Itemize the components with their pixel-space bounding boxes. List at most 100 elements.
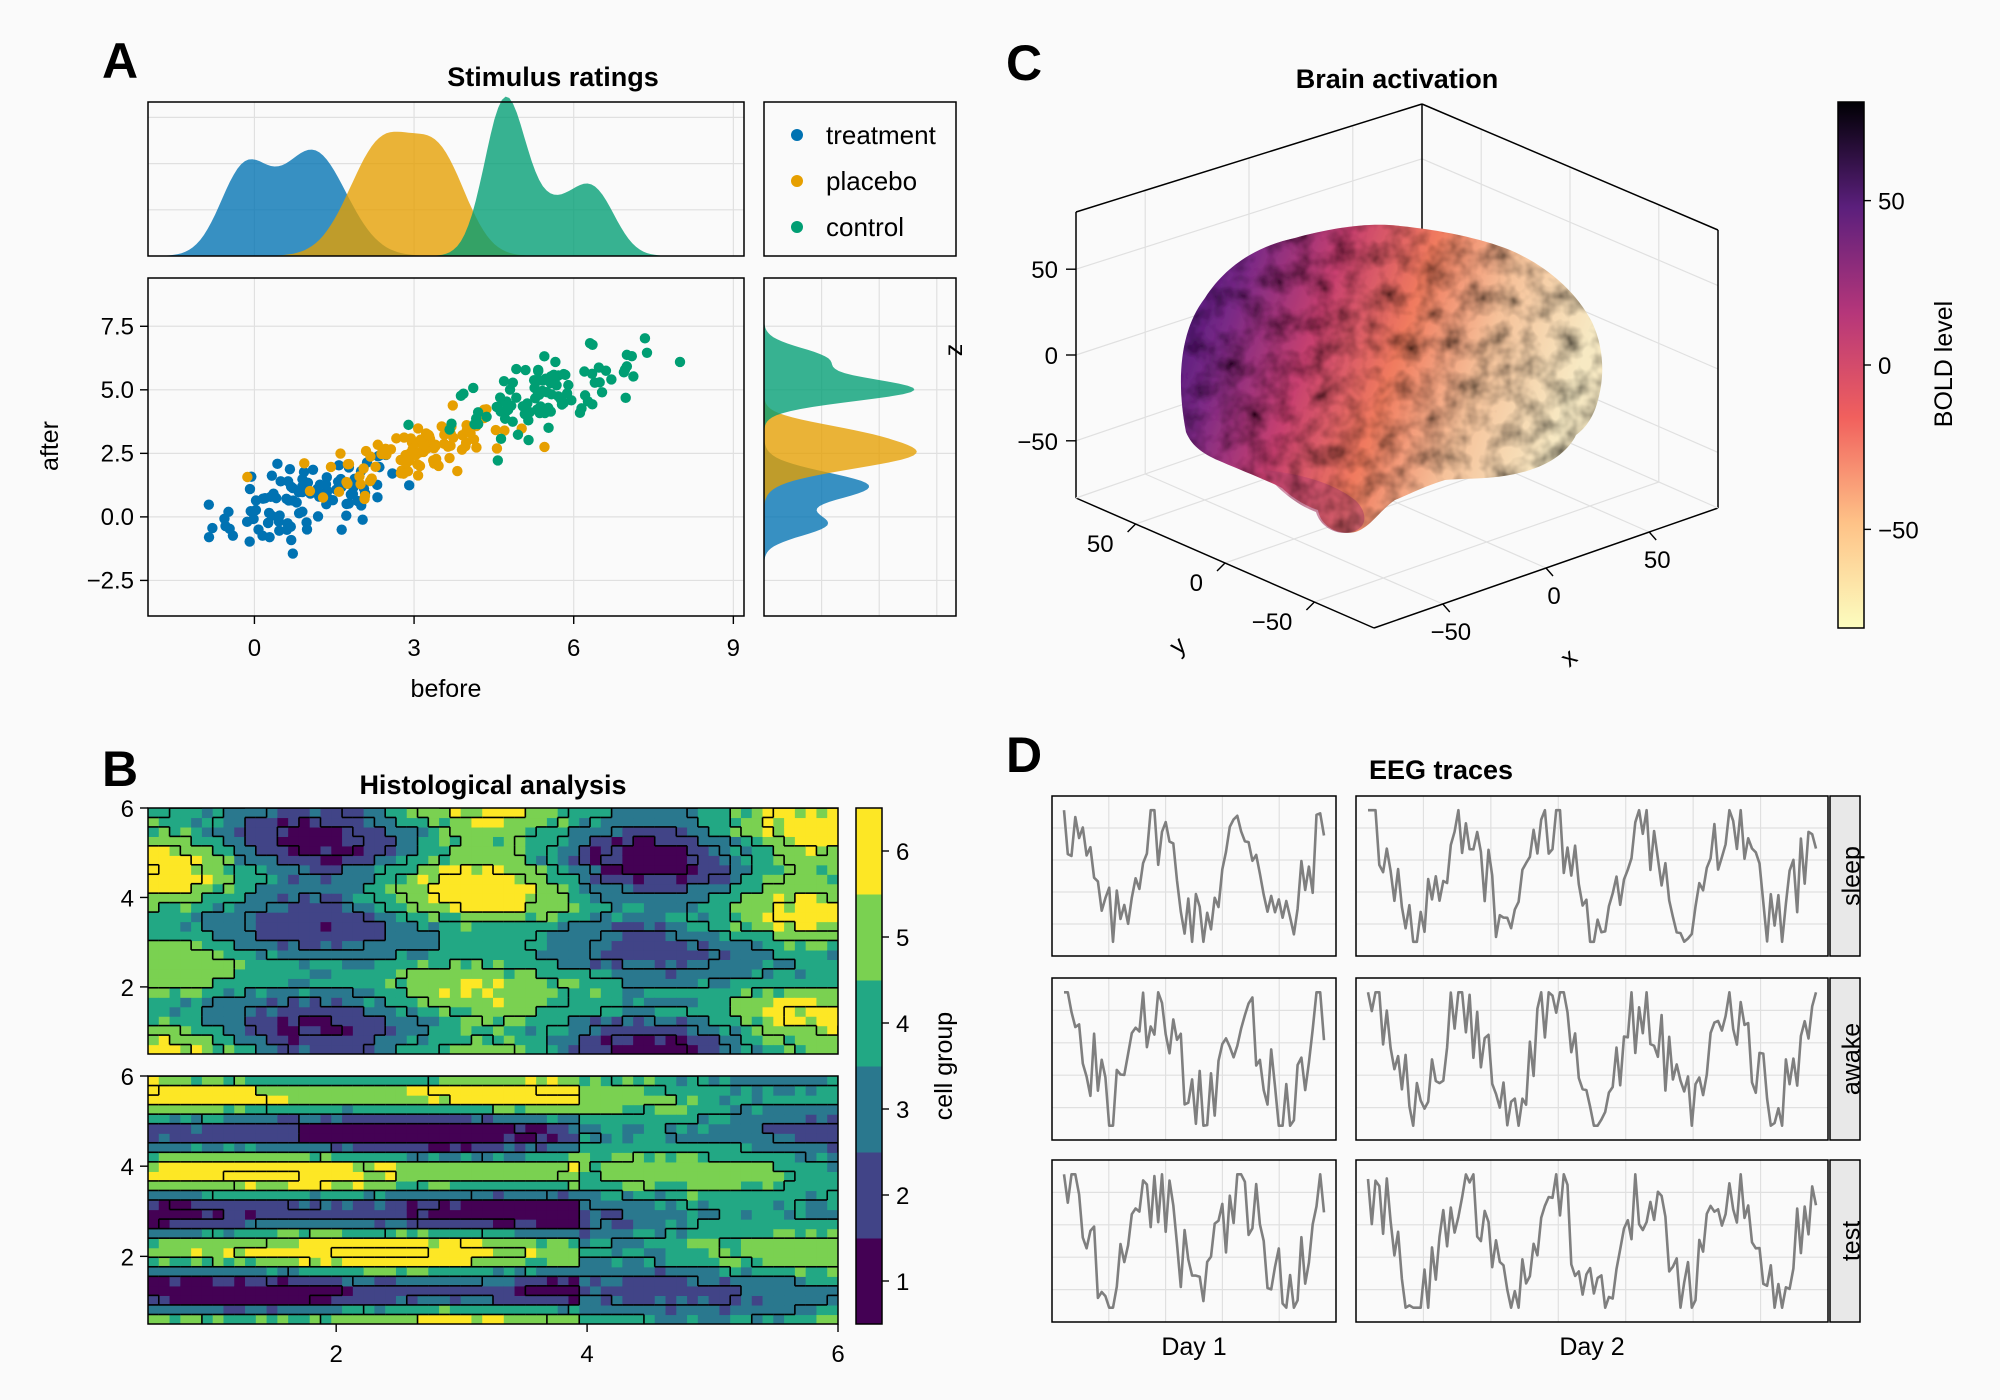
contour-cell — [751, 1295, 764, 1306]
contour-cell — [417, 845, 429, 856]
contour-cell — [665, 1123, 677, 1134]
contour-cell — [363, 836, 376, 847]
contour-cell — [579, 1314, 591, 1324]
contour-cell — [708, 1025, 721, 1036]
contour-cell — [784, 1114, 796, 1125]
contour-cell — [374, 1025, 386, 1036]
contour-cell — [212, 997, 225, 1008]
scatter-point-placebo — [304, 485, 316, 497]
contour-cell — [557, 883, 570, 894]
contour-cell — [417, 1228, 429, 1239]
contour-cell — [342, 1257, 354, 1268]
contour-cell — [449, 893, 462, 904]
density-y-control — [764, 278, 915, 616]
contour-cell — [687, 1123, 699, 1134]
contour-cell — [514, 987, 526, 998]
contour-cell — [762, 826, 774, 837]
contour-cell — [331, 817, 343, 828]
contour-cell — [697, 1133, 710, 1144]
contour-cell — [288, 1152, 300, 1163]
contour-cell — [255, 921, 268, 932]
contour-cell — [223, 921, 235, 932]
contour-cell — [428, 1104, 440, 1115]
contour-cell — [180, 1044, 192, 1054]
contour-cell — [536, 1152, 548, 1163]
contour-cell — [762, 864, 774, 875]
contour-cell — [191, 874, 203, 885]
contour-cell — [784, 978, 796, 989]
contour-cell — [794, 931, 807, 942]
contour-cell — [471, 949, 483, 960]
contour-cell — [687, 845, 699, 856]
contour-cell — [600, 968, 613, 979]
contour-cell — [234, 817, 246, 828]
contour-cell — [180, 1209, 192, 1220]
contour-cell — [697, 855, 710, 866]
contour-cell — [406, 1114, 419, 1125]
contour-cell — [784, 855, 796, 866]
contour-cell — [590, 1161, 602, 1172]
contour-cell — [514, 1295, 526, 1306]
contour-cell — [579, 1209, 591, 1220]
contour-cell — [794, 874, 807, 885]
contour-cell — [514, 931, 526, 942]
contour-cell — [697, 1247, 710, 1258]
contour-cell — [309, 1142, 322, 1153]
contour-cell — [816, 968, 828, 979]
contour-cell — [730, 1104, 742, 1115]
contour-cell — [514, 1044, 526, 1054]
contour-cell — [471, 1006, 483, 1017]
contour-cell — [374, 1114, 386, 1125]
contour-cell — [751, 1209, 764, 1220]
contour-cell — [255, 940, 268, 951]
contour-cell — [751, 1123, 764, 1134]
contour-cell — [374, 1035, 386, 1046]
scatter-point-control — [619, 364, 631, 375]
contour-cell — [385, 1025, 397, 1036]
contour-cell — [191, 912, 203, 923]
contour-cell — [212, 1285, 225, 1296]
contour-cell — [223, 902, 235, 913]
contour-cell — [719, 987, 731, 998]
contour-cell — [223, 1266, 235, 1277]
contour-cell — [525, 978, 537, 989]
contour-cell — [245, 1247, 257, 1258]
contour-cell — [697, 1228, 710, 1239]
scatter-point-treatment — [357, 514, 368, 525]
contour-cell — [622, 1304, 634, 1316]
contour-cell — [568, 1276, 580, 1287]
contour-cell — [417, 949, 429, 960]
contour-cell — [298, 855, 311, 866]
contour-cell — [794, 1035, 807, 1046]
contour-cell — [536, 1228, 548, 1239]
contour-cell — [708, 1247, 721, 1258]
contour-cell — [805, 817, 818, 828]
contour-cell — [331, 836, 343, 847]
scatter-point-treatment — [263, 507, 275, 519]
contour-cell — [654, 1076, 667, 1087]
contour-cell — [277, 1314, 289, 1324]
contour-cell — [643, 902, 656, 913]
contour-cell — [460, 940, 473, 951]
contour-cell — [439, 808, 451, 819]
contour-cell — [158, 1123, 171, 1134]
contour-cell — [298, 968, 311, 979]
contour-cell — [331, 893, 343, 904]
contour-cell — [374, 931, 386, 942]
contour-cell — [298, 845, 311, 856]
scatter-point-control — [587, 339, 598, 350]
contour-cell — [751, 1076, 764, 1087]
contour-cell — [395, 817, 408, 828]
contour-cell — [805, 1123, 818, 1134]
contour-cell — [363, 855, 376, 866]
contour-cell — [751, 1266, 764, 1277]
contour-cell — [740, 874, 753, 885]
contour-cell — [611, 1133, 623, 1144]
contour-cell — [395, 1276, 408, 1287]
contour-cell — [385, 1035, 397, 1046]
contour-cell — [201, 1266, 214, 1277]
contour-cell — [568, 968, 580, 979]
contour-cell — [342, 968, 354, 979]
contour-cell — [633, 1238, 645, 1249]
contour-cell — [234, 1133, 246, 1144]
